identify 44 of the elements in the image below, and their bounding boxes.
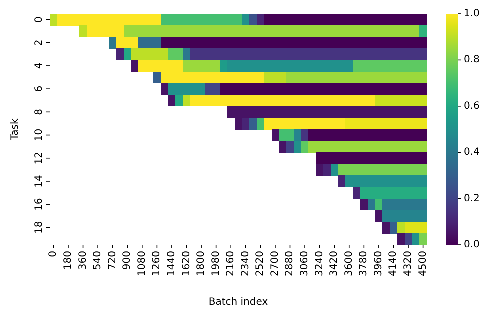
x-tick-label: 540 (92, 251, 104, 270)
x-tick-label: 3420 (329, 251, 340, 276)
x-tick-label: 3060 (300, 251, 311, 276)
x-tick-label: 4500 (418, 251, 429, 276)
y-tick-label: 12 (34, 152, 45, 165)
x-axis-title: Batch index (208, 297, 268, 308)
y-tick-label: 4 (34, 62, 45, 70)
color-bar-label: 0.2 (464, 193, 480, 204)
y-tick-label: 8 (34, 108, 45, 116)
y-tick-label: 6 (34, 86, 45, 92)
x-tick-label: 3600 (344, 251, 355, 276)
y-tick-label: 0 (34, 16, 45, 23)
x-tick-label: 1440 (166, 251, 178, 276)
x-tick-label: 2340 (240, 251, 252, 276)
x-tick-label: 1620 (181, 251, 192, 276)
y-axis-title: Task (10, 118, 21, 142)
x-tick-label: 360 (78, 251, 89, 270)
y-tick-label: 2 (34, 40, 45, 46)
x-tick-label: 720 (107, 251, 118, 270)
x-tick-label: 180 (62, 251, 74, 270)
x-tick-label: 3960 (373, 251, 384, 276)
x-tick-label: 3240 (314, 251, 326, 276)
x-tick-label: 2700 (270, 251, 281, 276)
color-bar-label: 0.8 (464, 54, 480, 66)
x-tick-label: 4320 (403, 251, 414, 276)
y-tick-label: 18 (34, 221, 45, 234)
x-tick-label: 3780 (358, 251, 370, 276)
x-tick-label: 2520 (255, 251, 266, 276)
x-tick-label: 900 (122, 251, 134, 270)
y-tick-label: 10 (34, 128, 45, 142)
x-tick-label: 1800 (196, 251, 208, 276)
color-bar-label: 0.4 (464, 147, 480, 158)
x-tick-label: 4140 (388, 251, 400, 276)
x-tick-label: 2160 (226, 251, 237, 276)
color-bar-label: 0.6 (464, 100, 480, 112)
x-tick-label: 0 (48, 251, 60, 258)
x-tick-label: 1080 (136, 251, 148, 276)
color-bar-label: 1.0 (464, 8, 480, 20)
y-tick-label: 14 (34, 175, 45, 188)
color-bar-label: 0.0 (464, 240, 480, 250)
x-tick-label: 2880 (284, 251, 296, 276)
y-tick-label: 16 (34, 198, 45, 211)
x-tick-label: 1980 (210, 251, 222, 276)
x-tick-label: 1260 (152, 251, 163, 276)
